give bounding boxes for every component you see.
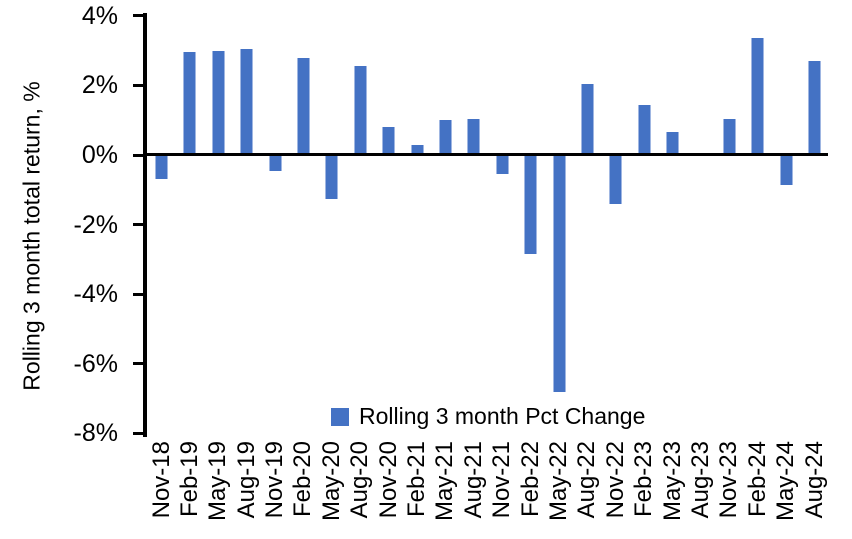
x-tick-label: Nov-21: [488, 441, 516, 519]
bar-May-23: [666, 132, 679, 155]
x-tick-label: Feb-23: [630, 441, 658, 518]
y-tick-mark: [133, 431, 145, 435]
bar-Feb-20: [296, 57, 310, 155]
bar-Feb-24: [751, 38, 765, 155]
x-tick-label: Nov-18: [147, 441, 175, 519]
bar-Nov-22: [609, 155, 623, 204]
bar-Aug-21: [467, 118, 481, 155]
legend-label: Rolling 3 month Pct Change: [359, 403, 646, 429]
y-tick-label: -6%: [73, 349, 118, 378]
bar-Feb-23: [637, 104, 651, 155]
x-tick-label: Aug-19: [232, 441, 260, 519]
y-tick-mark: [133, 14, 145, 18]
bar-Feb-19: [183, 52, 197, 155]
bar-Aug-22: [580, 83, 594, 155]
bar-May-21: [438, 120, 452, 155]
x-tick-label: Aug-20: [346, 441, 374, 519]
y-tick-label: 2%: [81, 71, 118, 100]
bar-May-24: [779, 155, 793, 185]
y-axis-line: [143, 13, 147, 437]
x-tick-label: Nov-23: [715, 441, 743, 519]
x-tick-label: Aug-23: [686, 441, 714, 519]
legend: Rolling 3 month Pct Change: [331, 403, 645, 430]
y-tick-mark: [133, 153, 145, 157]
y-tick-label: -4%: [73, 280, 118, 309]
y-tick-mark: [133, 292, 145, 296]
y-tick-label: 0%: [81, 141, 118, 169]
x-tick-label: Feb-21: [403, 441, 430, 518]
x-tick-label: May-20: [317, 441, 345, 522]
x-tick-label: Feb-24: [743, 441, 771, 518]
legend-color-swatch: [331, 407, 349, 426]
x-tick-label: Nov-22: [601, 441, 629, 519]
bar-Nov-19: [268, 155, 282, 171]
x-tick-label: May-21: [431, 441, 459, 522]
x-tick-label: May-19: [204, 441, 232, 522]
bar-Aug-24: [808, 61, 821, 155]
x-tick-label: Nov-20: [374, 441, 402, 519]
x-tick-label: Aug-22: [573, 441, 601, 519]
x-tick-label: Aug-24: [800, 441, 828, 519]
bar-Feb-21: [410, 144, 424, 155]
x-tick-label: Aug-21: [459, 441, 487, 519]
bar-May-22: [552, 155, 566, 392]
x-tick-label: May-24: [772, 441, 800, 522]
y-tick-mark: [133, 223, 145, 227]
x-tick-label: Feb-22: [516, 441, 544, 518]
bar-Nov-23: [722, 118, 736, 155]
y-tick-label: -8%: [73, 419, 118, 448]
bar-Nov-21: [495, 155, 509, 175]
x-tick-label: May-23: [658, 441, 686, 522]
bar-Aug-19: [240, 48, 254, 155]
bar-May-19: [211, 50, 225, 155]
bar-Aug-20: [353, 66, 367, 155]
y-tick-label: 4%: [81, 1, 118, 30]
x-tick-label: Nov-19: [261, 441, 289, 519]
bar-Feb-22: [524, 155, 538, 255]
y-tick-label: -2%: [73, 210, 118, 239]
x-tick-label: May-22: [545, 441, 572, 522]
bar-May-20: [325, 155, 339, 199]
bar-Nov-18: [155, 155, 168, 180]
x-axis-zero-line: [143, 153, 828, 156]
x-tick-label: Feb-19: [175, 441, 203, 518]
y-tick-mark: [133, 83, 145, 87]
y-tick-mark: [133, 362, 145, 366]
x-tick-label: Feb-20: [289, 441, 317, 518]
bar-Nov-20: [382, 127, 396, 155]
